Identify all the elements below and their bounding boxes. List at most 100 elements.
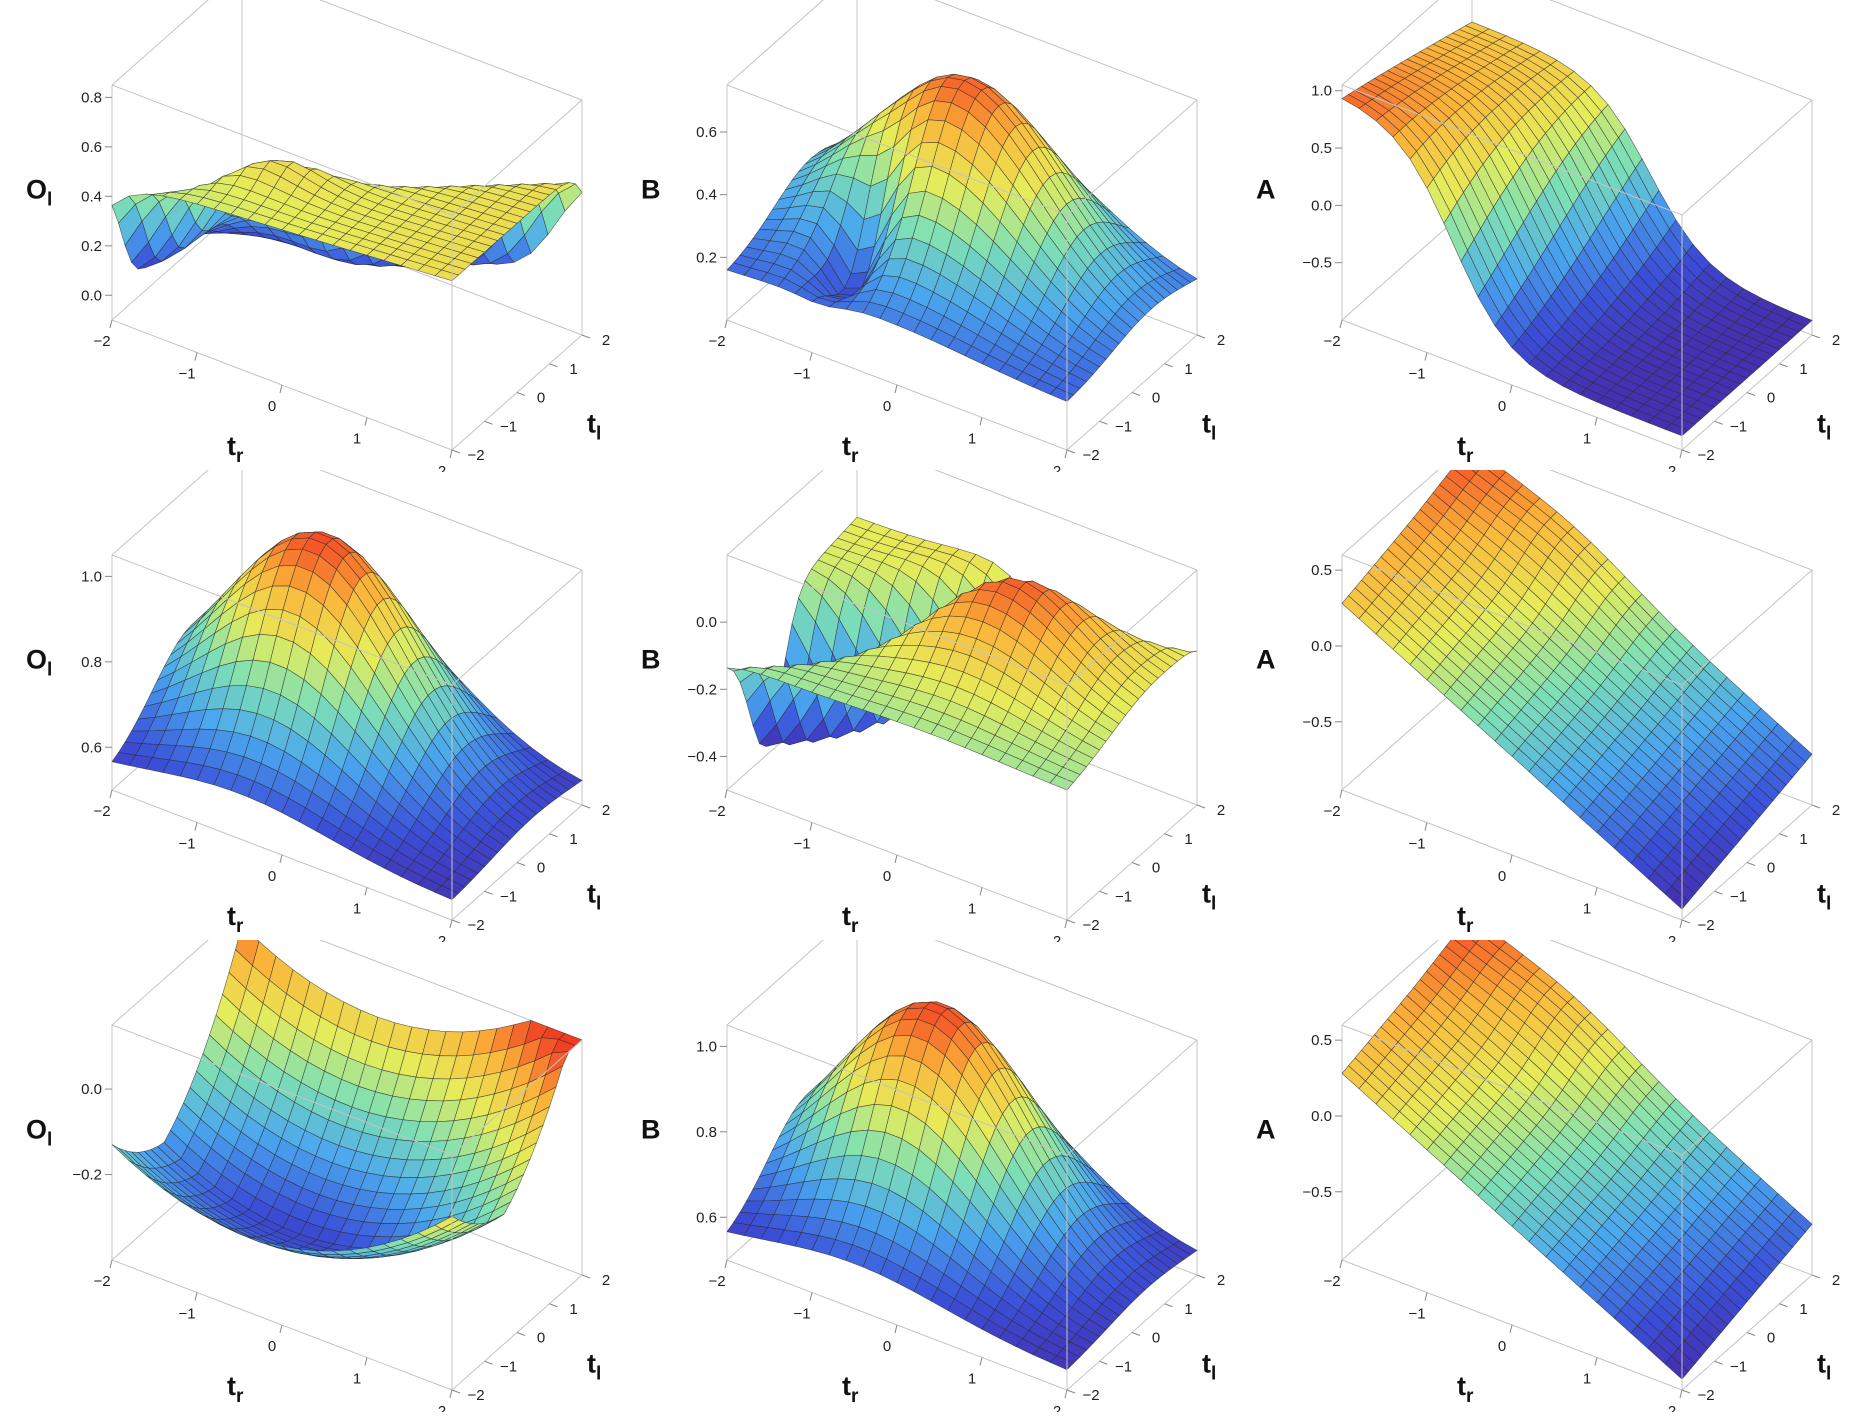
y-tick-mark (451, 919, 461, 924)
y-tick-label: −1 (500, 1358, 517, 1375)
box-edge-back (1341, 940, 1439, 1026)
z-axis-label: A (1256, 1115, 1276, 1145)
x-tick-mark (1064, 1389, 1068, 1399)
x-tick-label: −1 (793, 836, 810, 853)
box-edge-front (451, 569, 583, 686)
x-tick-mark (194, 352, 198, 361)
box-edge-front (726, 84, 1068, 216)
y-tick-mark (1196, 1274, 1206, 1279)
x-tick-mark (364, 887, 368, 896)
x-tick-mark (279, 384, 283, 394)
surface-cell (1664, 423, 1690, 437)
x-tick-label: 0 (883, 868, 891, 885)
z-axis-label: B (641, 175, 661, 205)
surface-svg: −2 −1 0 1 2 −2 −1 0 1 2 0.0 −0.2 −0.4 tr tl B (641, 470, 1225, 942)
box-edge-back (934, 940, 1198, 1041)
x-tick-mark (724, 319, 728, 329)
y-axis-label: tl (1202, 879, 1216, 915)
z-axis-label: B (641, 1115, 661, 1145)
surface-plot-1: −2 −1 0 1 2 −2 −1 0 1 2 0.0 0.2 0.4 0.6 0.8 tr tl Ol (2, 0, 618, 472)
x-tick-label: 2 (1668, 933, 1676, 942)
x-tick-label: 0 (268, 1338, 276, 1355)
y-tick-mark (484, 420, 493, 425)
box-edge-back (111, 0, 209, 86)
y-tick-mark (549, 833, 558, 838)
y-axis-label: tl (1817, 879, 1831, 915)
x-tick-mark (194, 822, 198, 831)
surface-cell (1471, 940, 1480, 944)
y-axis-label: tl (587, 879, 601, 915)
x-tick-label: −2 (1323, 803, 1340, 820)
x-tick-mark (109, 319, 113, 329)
x-tick-label: 0 (883, 398, 891, 415)
box-edge-front (111, 1024, 453, 1156)
y-axis-label: tl (1817, 1349, 1831, 1385)
x-tick-label: 2 (1053, 1403, 1061, 1412)
y-tick-label: −1 (1115, 418, 1132, 435)
z-tick-label: 0.6 (696, 124, 717, 141)
z-tick-label: −0.5 (1302, 714, 1332, 731)
y-tick-label: −2 (467, 447, 484, 464)
x-tick-label: −1 (178, 366, 195, 383)
x-tick-mark (109, 1259, 113, 1269)
y-tick-label: −2 (1697, 917, 1714, 934)
y-tick-mark (549, 1303, 558, 1308)
box-edge-back (1341, 0, 1439, 86)
surface-mesh (1341, 21, 1813, 437)
x-tick-label: −1 (1408, 1306, 1425, 1323)
y-tick-mark (1099, 890, 1108, 895)
y-tick-mark (1164, 833, 1173, 838)
z-tick-label: 0.5 (1311, 140, 1332, 157)
z-tick-label: 0.0 (696, 614, 717, 631)
x-tick-mark (894, 384, 898, 394)
x-tick-label: −2 (708, 803, 725, 820)
y-axis-label: tl (1202, 409, 1216, 445)
y-tick-label: 0 (1152, 860, 1160, 877)
x-tick-label: 1 (968, 901, 976, 918)
x-tick-mark (1339, 789, 1343, 799)
x-tick-mark (1594, 1357, 1598, 1366)
x-tick-label: −1 (1408, 836, 1425, 853)
box-edge-front (726, 554, 1068, 686)
x-tick-label: 1 (968, 1371, 976, 1388)
z-tick-label: 0.0 (1311, 197, 1332, 214)
y-tick-mark (1811, 334, 1821, 339)
y-tick-label: 2 (1217, 332, 1225, 349)
surface-cell (1471, 470, 1480, 474)
y-tick-label: 1 (1184, 361, 1192, 378)
z-tick-label: 0.6 (81, 139, 102, 156)
y-tick-label: 0 (537, 860, 545, 877)
y-tick-label: 0 (1767, 1330, 1775, 1347)
surface-mesh (726, 73, 1198, 402)
box-edge-front (451, 1039, 583, 1156)
box-edge-back (111, 940, 209, 1026)
surface-cell (434, 1215, 460, 1230)
x-tick-label: 2 (1668, 1403, 1676, 1412)
x-tick-mark (809, 1292, 813, 1301)
y-tick-label: 0 (537, 1330, 545, 1347)
y-tick-mark (1746, 1332, 1756, 1336)
y-axis-label: tl (1202, 1349, 1216, 1385)
y-tick-mark (1066, 449, 1076, 454)
surface-mesh (111, 940, 583, 1260)
y-tick-label: −2 (1082, 917, 1099, 934)
x-tick-mark (449, 1389, 453, 1399)
x-tick-label: 2 (1053, 463, 1061, 472)
box-edge-back (319, 940, 583, 1041)
y-tick-label: 1 (569, 831, 577, 848)
y-tick-label: −2 (1697, 1387, 1714, 1404)
y-tick-mark (1099, 420, 1108, 425)
x-tick-mark (894, 854, 898, 864)
y-tick-mark (451, 1389, 461, 1394)
y-tick-mark (1714, 420, 1723, 425)
x-tick-mark (1339, 1259, 1343, 1269)
surface-mesh (1341, 470, 1813, 910)
y-tick-label: −1 (500, 888, 517, 905)
surface-svg: −2 −1 0 1 2 −2 −1 0 1 2 1.0 0.5 0.0 −0.5 tr tl A (1256, 0, 1840, 472)
y-tick-label: 1 (569, 361, 577, 378)
surface-plot-4: −2 −1 0 1 2 −2 −1 0 1 2 0.6 0.8 1.0 tr tl Ol (2, 470, 618, 942)
y-tick-mark (1681, 919, 1691, 924)
y-tick-label: 0 (1767, 860, 1775, 877)
x-tick-mark (979, 417, 983, 426)
y-tick-mark (1714, 890, 1723, 895)
